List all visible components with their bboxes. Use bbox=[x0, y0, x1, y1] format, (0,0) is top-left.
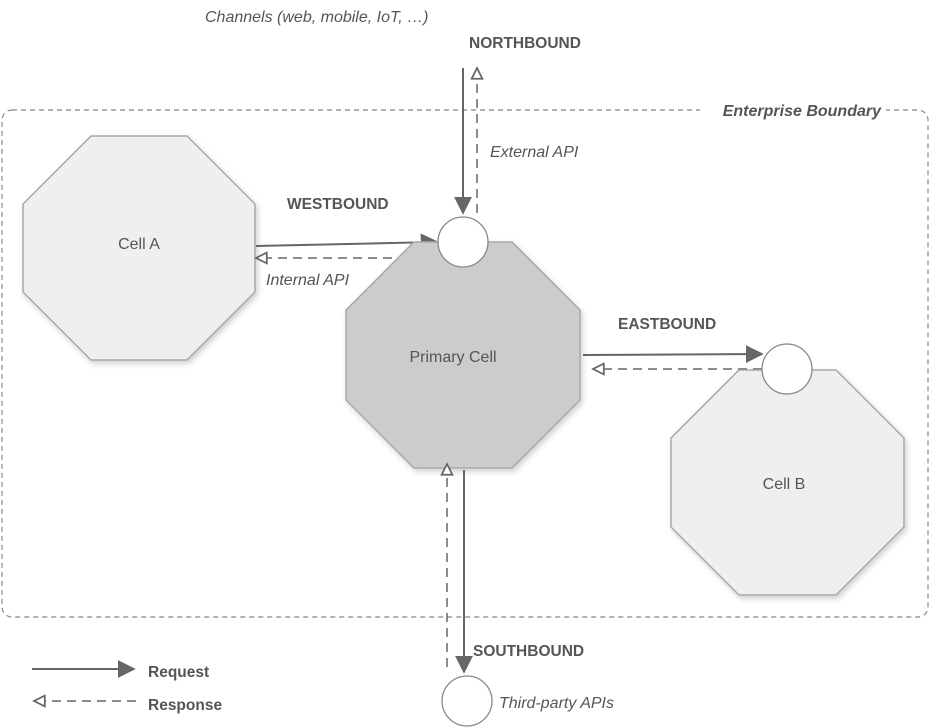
channels-label: Channels (web, mobile, IoT, …) bbox=[205, 9, 429, 26]
legend-request-label: Request bbox=[148, 664, 209, 681]
primary-cell-octagon bbox=[345, 241, 581, 469]
west-request-arrow bbox=[255, 233, 439, 252]
primary-cell-label: Primary Cell bbox=[409, 349, 496, 366]
enterprise-boundary bbox=[1, 109, 929, 618]
eastbound-label: EASTBOUND bbox=[618, 316, 716, 333]
external-api-label: External API bbox=[490, 144, 579, 161]
third-party-apis-label: Third-party APIs bbox=[499, 695, 614, 712]
westbound-label: WESTBOUND bbox=[287, 196, 389, 213]
east-request-arrow bbox=[582, 345, 764, 364]
north-endpoint bbox=[437, 216, 489, 268]
legend: Request Response bbox=[32, 660, 222, 714]
northbound-label: NORTHBOUND bbox=[469, 35, 581, 52]
cell-b-label: Cell B bbox=[763, 476, 806, 493]
southbound-label: SOUTHBOUND bbox=[473, 643, 584, 660]
legend-response-label: Response bbox=[148, 697, 222, 714]
east-endpoint bbox=[761, 343, 813, 395]
cell-a-octagon bbox=[22, 135, 256, 361]
boundary-label: Enterprise Boundary bbox=[723, 103, 882, 120]
internal-api-label: Internal API bbox=[266, 272, 350, 289]
south-endpoint bbox=[441, 675, 493, 727]
cell-b-octagon bbox=[670, 369, 905, 596]
cell-a-label: Cell A bbox=[118, 236, 160, 253]
